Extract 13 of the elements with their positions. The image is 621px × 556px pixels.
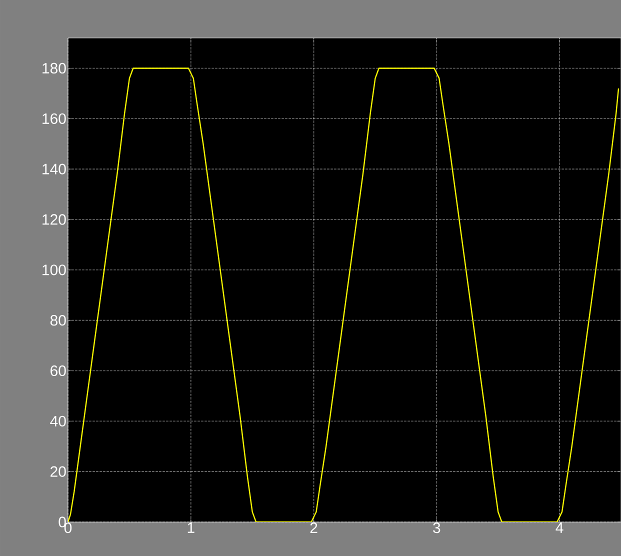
y-tick-label: 180 (42, 62, 66, 74)
y-tick-label: 40 (50, 416, 66, 426)
x-tick-label: 3 (433, 522, 440, 534)
x-tick-label: 2 (310, 522, 318, 533)
y-tick-label: 140 (42, 164, 66, 174)
x-tick-label: 1 (188, 522, 194, 533)
y-tick-label: 160 (42, 113, 66, 124)
x-tick-label: 4 (556, 522, 564, 533)
y-tick-label: 60 (50, 365, 66, 376)
y-tick-label: 120 (42, 214, 66, 225)
y-tick-label: 20 (50, 466, 66, 477)
y-tick-label: 80 (50, 315, 66, 326)
y-tick-label: 100 (42, 264, 66, 276)
